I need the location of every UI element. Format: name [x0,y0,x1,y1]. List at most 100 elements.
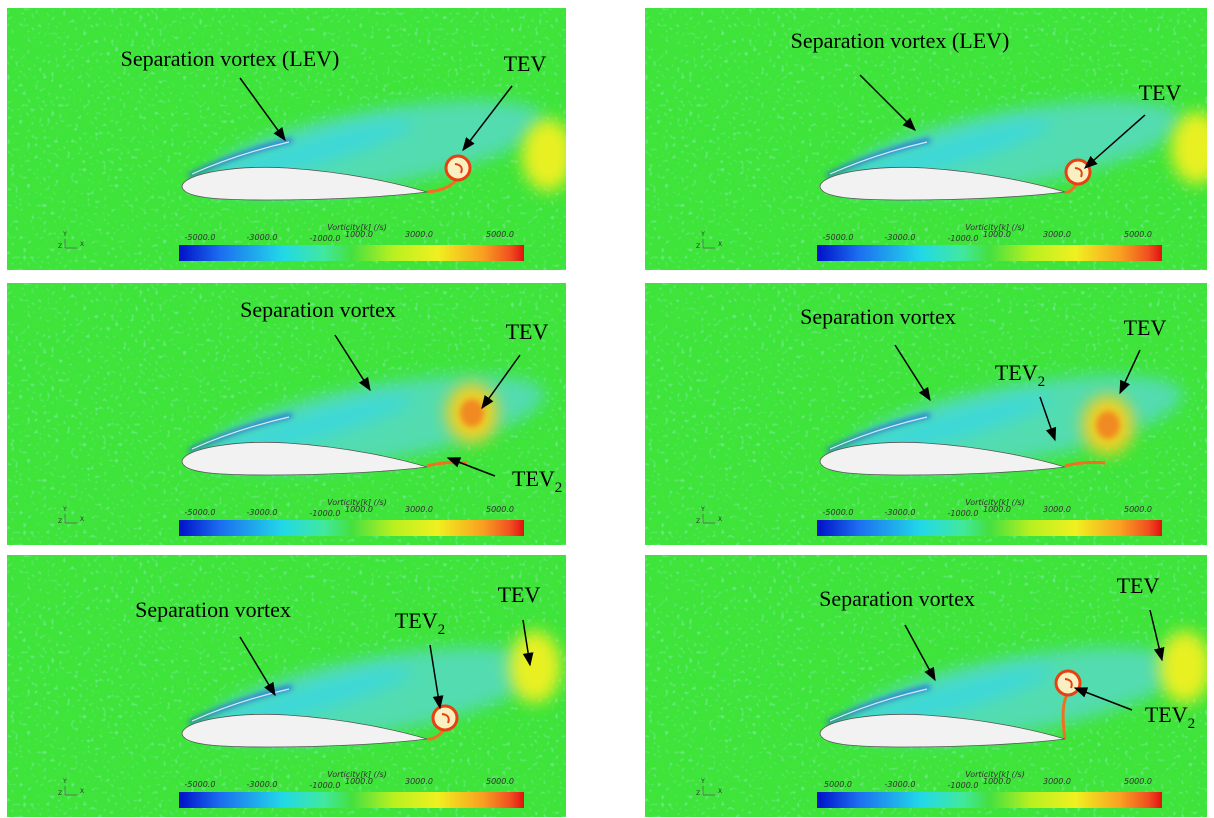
annotation-text: TEV [995,360,1038,385]
colorbar-tick: -3000.0 [885,233,916,242]
colorbar-tick: -3000.0 [247,233,278,242]
annotation-text: TEV [395,608,438,633]
colorbar-tick: -1000.0 [310,781,341,790]
axis-label: Z [696,518,700,525]
flow-field [7,555,566,817]
annotation-text: TEV [498,582,541,607]
axis-label: Y [62,778,67,785]
vortex-ring [446,156,470,180]
axis-label: Y [700,778,705,785]
annotation: TEV [498,582,541,607]
annotation: TEV [1124,315,1167,340]
annotation: Separation vortex (LEV) [121,46,340,71]
annotation-text: TEV [1145,702,1188,727]
axis-label: X [80,788,84,795]
annotation-text: Separation vortex [135,597,291,622]
annotation: TEV [506,319,549,344]
colorbar-tick: 5000.0 [1124,777,1152,786]
colorbar-tick: 5000.0 [824,780,852,789]
colorbar-tick: -1000.0 [948,781,979,790]
annotation-text: TEV [1139,80,1182,105]
tev-core [1096,411,1120,439]
colorbar-tick: 5000.0 [486,777,514,786]
annotation-subscript: 2 [1188,716,1196,732]
colorbar-tick: -5000.0 [185,233,216,242]
colorbar-tick: -3000.0 [247,508,278,517]
colorbar [817,792,1162,808]
colorbar-tick: 1000.0 [345,505,373,514]
panel: Vorticity[k] (/s)-5000.0-3000.0-1000.010… [645,283,1207,545]
axis-label: X [718,516,722,523]
colorbar-tick: 3000.0 [1043,777,1071,786]
annotation-text: Separation vortex (LEV) [121,46,340,71]
colorbar-tick: 3000.0 [1043,505,1071,514]
tev-core [460,399,484,427]
annotation: Separation vortex [819,586,975,611]
colorbar-tick: -1000.0 [948,234,979,243]
annotation-text: TEV [504,51,547,76]
colorbar-tick: 5000.0 [1124,230,1152,239]
axis-label: X [80,241,84,248]
annotation: TEV [1139,80,1182,105]
colorbar-tick: -3000.0 [885,508,916,517]
axis-label: Y [62,231,67,238]
axis-label: Y [700,506,705,513]
axis-label: X [718,241,722,248]
colorbar-tick: 1000.0 [345,230,373,239]
annotation-subscript: 2 [438,622,446,638]
flow-field [7,283,566,545]
colorbar-tick: 1000.0 [345,777,373,786]
annotation: TEV [504,51,547,76]
colorbar-tick: -3000.0 [885,780,916,789]
colorbar-tick: 5000.0 [486,505,514,514]
vortex-ring [1056,671,1080,695]
annotation-subscript: 2 [1038,374,1046,390]
axis-label: Z [58,790,62,797]
colorbar-tick: -5000.0 [185,780,216,789]
panel: Vorticity[k] (/s)-5000.0-3000.0-1000.010… [645,8,1214,270]
annotation-text: Separation vortex [819,586,975,611]
colorbar-tick: 3000.0 [405,777,433,786]
colorbar-tick: 3000.0 [405,505,433,514]
annotation: Separation vortex (LEV) [791,28,1010,53]
colorbar-tick: -1000.0 [948,509,979,518]
vortex-blob [509,631,561,703]
annotation-text: TEV [512,466,555,491]
axis-label: Z [696,790,700,797]
annotation: Separation vortex [240,297,396,322]
annotation: Separation vortex [135,597,291,622]
annotation: TEV [1117,573,1160,598]
colorbar-tick: -5000.0 [185,508,216,517]
annotation-text: Separation vortex (LEV) [791,28,1010,53]
colorbar-tick: 5000.0 [1124,505,1152,514]
annotation-subscript: 2 [555,480,563,496]
vortex-ring [433,706,457,730]
annotation-text: TEV [506,319,549,344]
colorbar-tick: -5000.0 [823,508,854,517]
annotation-text: TEV [1117,573,1160,598]
annotation-text: Separation vortex [800,304,956,329]
annotation-text: Separation vortex [240,297,396,322]
colorbar-tick: -1000.0 [310,509,341,518]
axis-label: Z [696,243,700,250]
colorbar-tick: -1000.0 [310,234,341,243]
vortex-ring [1066,160,1090,184]
colorbar [817,520,1162,536]
axis-label: Y [62,506,67,513]
annotation: Separation vortex [800,304,956,329]
axis-label: X [80,516,84,523]
colorbar [179,520,524,536]
colorbar-tick: 1000.0 [983,505,1011,514]
axis-label: X [718,788,722,795]
colorbar [179,245,524,261]
colorbar-tick: -5000.0 [823,233,854,242]
colorbar-tick: 3000.0 [405,230,433,239]
colorbar-tick: 3000.0 [1043,230,1071,239]
vortex-blob [1159,631,1211,703]
colorbar [179,792,524,808]
colorbar-tick: 5000.0 [486,230,514,239]
